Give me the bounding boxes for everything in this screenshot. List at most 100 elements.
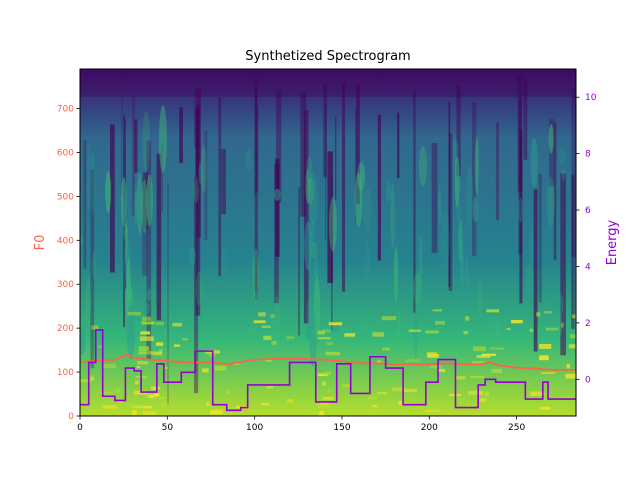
heatmap-harmonic xyxy=(376,360,382,364)
heatmap-formant xyxy=(466,164,474,229)
y-right-tick-label: 4 xyxy=(585,262,591,272)
heatmap-harmonic xyxy=(568,344,576,349)
heatmap-streak xyxy=(377,114,381,261)
y-right-tick-label: 8 xyxy=(585,150,591,160)
heatmap-formant xyxy=(80,329,86,356)
heatmap-harmonic xyxy=(142,316,152,321)
x-tick-label: 0 xyxy=(77,423,83,433)
heatmap-harmonic xyxy=(479,398,487,402)
heatmap-harmonic xyxy=(569,334,576,339)
heatmap-formant xyxy=(310,220,316,241)
heatmap-formant xyxy=(146,174,153,227)
heatmap-harmonic xyxy=(465,316,470,321)
heatmap-streak xyxy=(221,148,226,215)
heatmap-formant xyxy=(418,146,427,187)
heatmap-formant xyxy=(141,178,148,234)
heatmap-harmonic xyxy=(149,394,154,399)
heatmap-streak xyxy=(495,122,500,221)
heatmap-harmonic xyxy=(437,369,445,372)
heatmap-harmonic xyxy=(160,402,167,407)
y-axis-right: 0 2 4 6 8 10 xyxy=(576,93,597,385)
heatmap-harmonic xyxy=(80,379,92,383)
spectrogram-heatmap xyxy=(80,69,576,416)
heatmap-harmonic xyxy=(318,337,331,340)
heatmap-harmonic xyxy=(432,309,443,312)
heatmap-streak xyxy=(274,164,279,304)
heatmap-harmonic xyxy=(260,403,269,406)
heatmap-harmonic xyxy=(103,363,117,369)
heatmap-harmonic xyxy=(182,338,188,341)
heatmap-streak xyxy=(156,153,162,321)
heatmap-harmonic xyxy=(319,411,325,416)
heatmap-harmonic xyxy=(412,404,424,410)
heatmap-formant xyxy=(518,197,523,223)
heatmap-streak xyxy=(519,129,523,304)
heatmap-harmonic xyxy=(270,314,275,319)
heatmap-harmonic xyxy=(99,391,113,395)
heatmap-formant xyxy=(390,182,396,249)
heatmap-harmonic xyxy=(159,396,167,400)
heatmap-formant xyxy=(393,246,399,303)
heatmap-harmonic xyxy=(489,347,504,350)
chart-title: Synthetized Spectrogram xyxy=(245,49,410,64)
series-f0-line xyxy=(80,353,576,371)
heatmap-formant xyxy=(558,313,563,336)
x-tick-label: 200 xyxy=(421,423,438,433)
heatmap-harmonic xyxy=(573,408,576,413)
heatmap-formant xyxy=(142,110,151,172)
heatmap-harmonic xyxy=(481,353,497,356)
heatmap-formant xyxy=(356,162,366,191)
heatmap-harmonic xyxy=(154,393,160,397)
heatmap-streak xyxy=(161,144,163,212)
heatmap-harmonic xyxy=(155,342,164,346)
heatmap-harmonic xyxy=(233,362,240,365)
heatmap-formant xyxy=(477,277,483,319)
heatmap-harmonic xyxy=(320,401,329,406)
heatmap-formant xyxy=(105,170,112,213)
heatmap-harmonic xyxy=(545,327,559,331)
heatmap-harmonic xyxy=(151,386,161,390)
heatmap-harmonic xyxy=(124,404,139,407)
heatmap-streak xyxy=(218,97,222,277)
heatmap-harmonic xyxy=(317,373,328,377)
heatmap-harmonic xyxy=(566,363,570,369)
heatmap-formant xyxy=(120,177,127,227)
heatmap-streak xyxy=(327,151,333,283)
heatmap-harmonic xyxy=(560,395,571,399)
heatmap-harmonic xyxy=(325,351,341,356)
heatmap-harmonic xyxy=(172,322,182,327)
heatmap-harmonic xyxy=(468,390,484,395)
heatmap-harmonic xyxy=(463,331,469,335)
heatmap-formant xyxy=(306,177,315,204)
heatmap-streak xyxy=(110,124,115,273)
heatmap-streak xyxy=(571,174,575,329)
heatmap-harmonic xyxy=(214,365,226,371)
y-right-tick-label: 0 xyxy=(585,375,591,385)
y-axis-left: 0 100 200 300 400 500 600 700 xyxy=(57,105,80,422)
heatmap-streak xyxy=(341,83,346,292)
heatmap-streak xyxy=(275,158,280,257)
heatmap-harmonic xyxy=(322,381,327,386)
x-tick-label: 150 xyxy=(333,423,350,433)
heatmap-harmonic xyxy=(342,384,352,388)
heatmap-harmonic xyxy=(139,336,154,341)
heatmap-harmonic xyxy=(266,385,274,389)
heatmap-harmonic xyxy=(405,359,420,363)
heatmap-streak xyxy=(254,88,258,301)
heatmap-harmonic xyxy=(382,347,390,351)
heatmap-formant xyxy=(304,323,312,340)
heatmap-harmonic xyxy=(155,408,164,412)
heatmap-harmonic xyxy=(565,373,576,379)
heatmap-formant xyxy=(530,137,538,188)
heatmap-harmonic xyxy=(398,400,403,405)
heatmap-streak xyxy=(132,96,136,216)
heatmap-harmonic xyxy=(133,390,147,395)
heatmap-formant xyxy=(136,171,143,235)
heatmap-harmonic xyxy=(426,352,438,357)
heatmap-streak xyxy=(553,122,557,261)
heatmap-harmonic xyxy=(136,365,140,369)
y-right-tick-label: 6 xyxy=(585,206,591,216)
heatmap-harmonic xyxy=(131,410,137,415)
y-left-tick-label: 700 xyxy=(57,105,74,115)
heatmap-formant xyxy=(273,294,281,347)
